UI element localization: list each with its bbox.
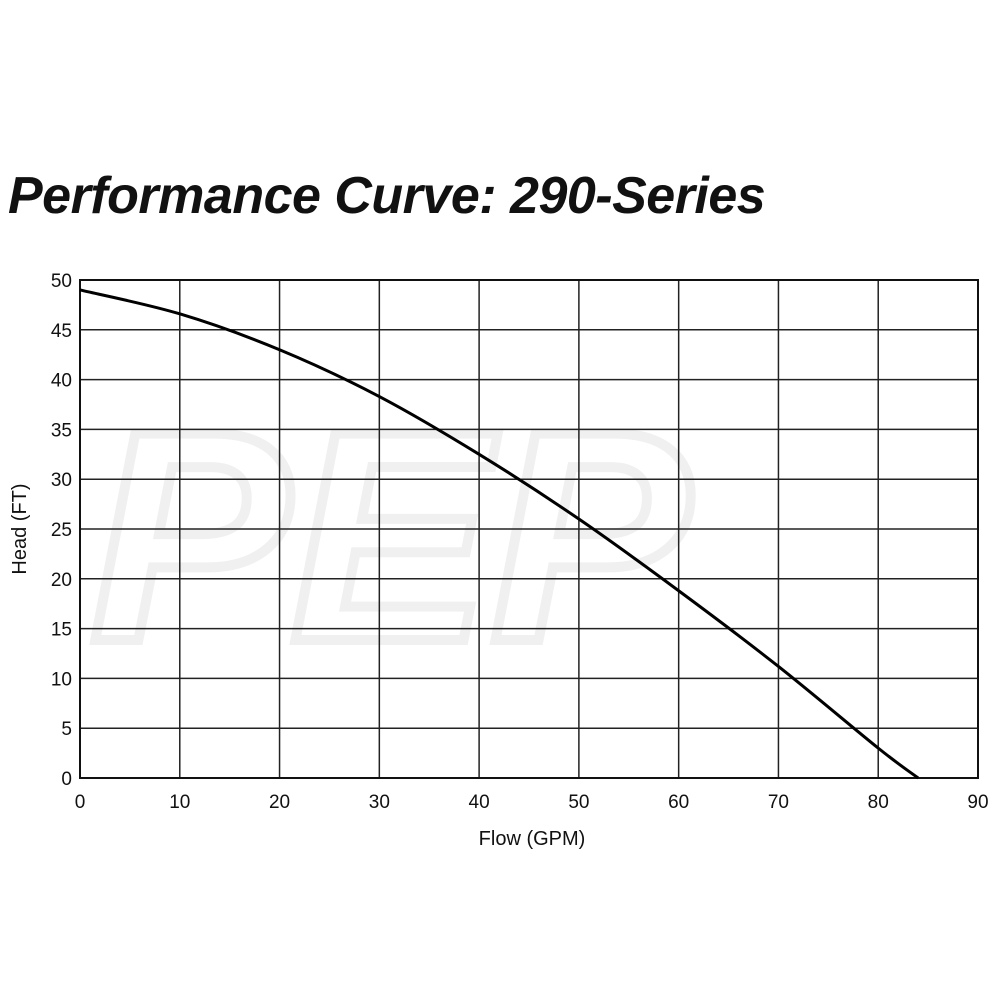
x-tick-label: 10 [169,792,190,813]
x-tick-label: 40 [469,792,490,813]
y-tick-label: 45 [51,321,72,342]
plot-frame [79,279,979,779]
y-tick-label: 40 [51,371,72,392]
x-tick-label: 80 [868,792,889,813]
y-axis-label: Head (FT) [9,483,31,574]
y-tick-label: 20 [51,570,72,591]
x-tick-label: 30 [369,792,390,813]
x-axis-label: Flow (GPM) [479,828,586,850]
x-tick-label: 70 [768,792,789,813]
y-tick-label: 10 [51,669,72,690]
series-line-290-series [79,288,920,780]
y-tick-label: 50 [51,271,72,292]
watermark-logo: PEP [90,368,692,704]
y-tick-label: 0 [61,769,72,790]
chart-title: Performance Curve: 290-Series [8,167,766,225]
x-tick-label: 0 [75,792,86,813]
y-tick-label: 25 [51,520,72,541]
y-tick-label: 5 [61,719,72,740]
y-tick-label: 30 [51,470,72,491]
x-tick-label: 50 [568,792,589,813]
x-tick-label: 90 [967,792,988,813]
x-tick-label: 20 [269,792,290,813]
y-tick-label: 15 [51,620,72,641]
x-tick-label: 60 [668,792,689,813]
y-tick-label: 35 [51,420,72,441]
